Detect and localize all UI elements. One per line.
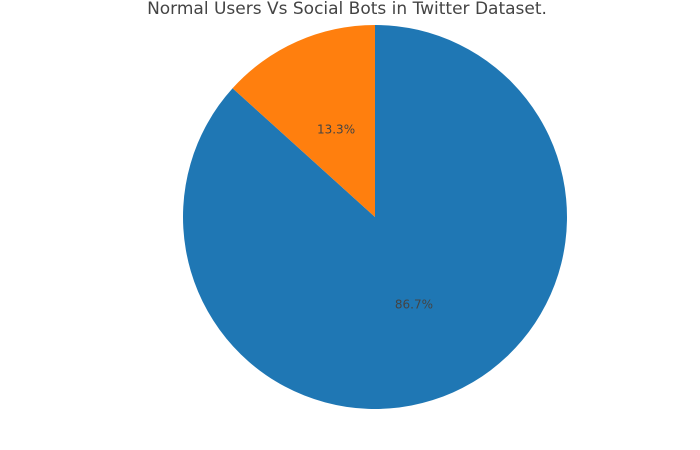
- pie-slice-label-0: 86.7%: [395, 298, 433, 312]
- pie-slice-1: [232, 25, 375, 217]
- pie-slice-0: [183, 25, 568, 409]
- pie-slice-label-1: 13.3%: [317, 122, 355, 136]
- chart-title: Normal Users Vs Social Bots in Twitter D…: [147, 0, 547, 19]
- pie-slices: [183, 25, 568, 409]
- pie-labels: 86.7% 13.3%: [317, 122, 433, 311]
